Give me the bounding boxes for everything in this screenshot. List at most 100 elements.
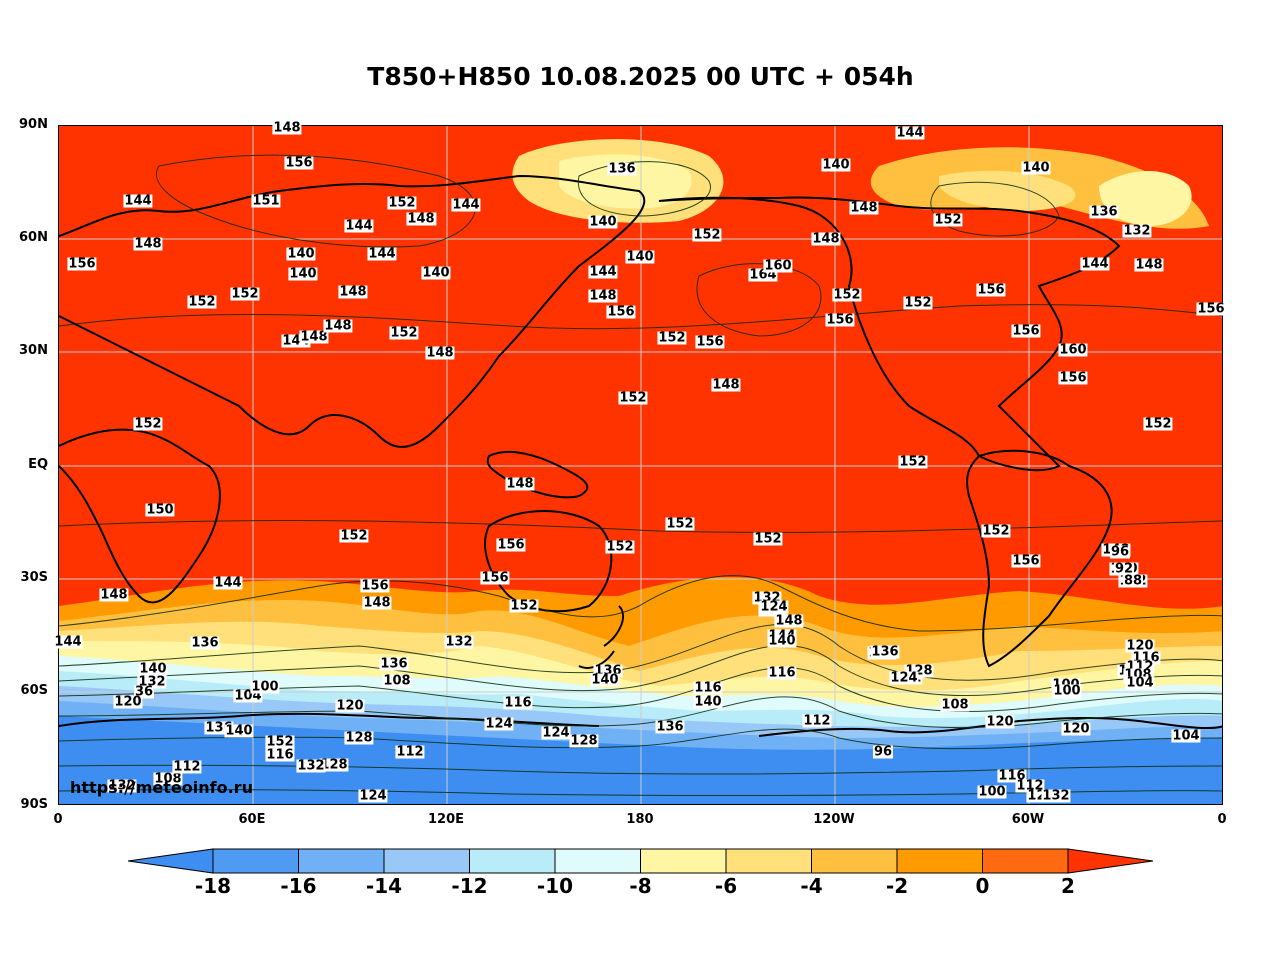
contour-value-label: 152 xyxy=(1143,416,1173,432)
contour-value-label: 148 xyxy=(299,329,329,345)
contour-value-label: 152 xyxy=(981,523,1011,539)
temperature-map xyxy=(58,125,1223,805)
contour-value-label: 96 xyxy=(872,744,894,760)
colorbar-segment xyxy=(298,848,385,874)
contour-value-label: 108 xyxy=(382,673,412,689)
colorbar-segment xyxy=(554,848,641,874)
contour-value-label: 140 xyxy=(821,157,851,173)
contour-value-label: 148 xyxy=(406,211,436,227)
contour-value-label: 156 xyxy=(67,256,97,272)
contour-value-label: 144 xyxy=(344,218,374,234)
contour-value-label: 132 xyxy=(137,674,167,690)
contour-value-label: 148 xyxy=(133,236,163,252)
contours xyxy=(59,154,1222,796)
contour-value-label: 124 xyxy=(889,670,919,686)
contour-value-label: 148 xyxy=(99,587,129,603)
contour-value-label: 132 xyxy=(1041,788,1071,804)
contour-value-label: 132 xyxy=(107,778,137,794)
contour-value-label: 128 xyxy=(319,757,349,773)
contour-value-label: 124 xyxy=(484,716,514,732)
contour-value-label: 156 xyxy=(695,334,725,350)
contour-value-label: 144 xyxy=(53,634,83,650)
contour-value-label: 152 xyxy=(657,330,687,346)
contour-value-label: 156 xyxy=(284,155,314,171)
contour-value-label: 120 xyxy=(335,698,365,714)
contour-value-label: 112 xyxy=(1015,778,1045,794)
contour-value-label: 36 xyxy=(133,684,155,700)
contour-value-label: 128 xyxy=(344,730,374,746)
contour-value-label: 160 xyxy=(763,258,793,274)
colorbar-segment xyxy=(896,848,983,874)
canada-patch-yellow xyxy=(939,170,1076,211)
lon-label-0-right: 0 xyxy=(1217,812,1227,827)
colorbar-segment xyxy=(469,848,556,874)
colorbar-segment xyxy=(725,848,812,874)
contour-value-label: 151 xyxy=(251,193,281,209)
contour-value-label: 148 xyxy=(811,231,841,247)
colorbar-tick-label: -12 xyxy=(451,874,488,898)
contour-value-label: 152 xyxy=(509,598,539,614)
contour-value-label: 116 xyxy=(503,695,533,711)
contour-value-label: 140 xyxy=(767,633,797,649)
contour-value-label: 108 xyxy=(153,771,183,787)
contour-value-label: 140 xyxy=(625,249,655,265)
contour-value-label: 144 xyxy=(1080,256,1110,272)
colorbar-tick-label: -18 xyxy=(194,874,232,898)
contour-value-label: 152 xyxy=(933,212,963,228)
contour-value-label: 156 xyxy=(496,537,526,553)
lon-label-120e: 120E xyxy=(427,812,465,827)
colorbar-segment xyxy=(383,848,470,874)
contour-value-label: 148 xyxy=(323,318,353,334)
contour-value-label: 148 xyxy=(1134,257,1164,273)
contour-value-label: 156 xyxy=(825,312,855,328)
contour-value-label: 132 xyxy=(444,634,474,650)
lat-label-60n: 60N xyxy=(19,230,48,245)
contour-value-label: 152 xyxy=(618,390,648,406)
lon-label-60e: 60E xyxy=(238,812,266,827)
contour-value-label: 156 xyxy=(1011,553,1041,569)
contour-value-label: 148 xyxy=(425,345,455,361)
contour-value-label: 140 xyxy=(138,661,168,677)
lat-label-eq: EQ xyxy=(28,457,48,472)
contour-value-label: 140 xyxy=(288,266,318,282)
contour-value-label: 88 xyxy=(1122,573,1144,589)
contour-value-label: 112 xyxy=(802,713,832,729)
contour-value-label: 148 xyxy=(588,288,618,304)
lat-label-60s: 60S xyxy=(20,683,48,698)
contour-value-label: 150 xyxy=(145,502,175,518)
contour-value-label: 116 xyxy=(693,680,723,696)
contour-value-label: 132 xyxy=(1122,223,1152,239)
contour-value-label: 140 xyxy=(286,246,316,262)
contour-value-label: 136 xyxy=(655,719,685,735)
contour-value-label: 100 xyxy=(250,679,280,695)
contour-value-label: 104 xyxy=(1125,675,1155,691)
contour-value-label: 108 xyxy=(940,697,970,713)
contour-value-label: 128 xyxy=(569,733,599,749)
contour-value-label: 156 xyxy=(480,570,510,586)
colorbar-tick-label: -10 xyxy=(536,874,574,898)
map-field xyxy=(59,126,1222,804)
contour-value-label: 124 xyxy=(759,599,789,615)
contour-value-label: 112 xyxy=(395,744,425,760)
lon-label-60w: 60W xyxy=(1011,812,1045,827)
colorbar-extend-high xyxy=(1067,848,1154,874)
contour-value-label: 104 xyxy=(1171,728,1201,744)
contour-value-label: 144 xyxy=(895,125,925,141)
contour-value-label: 96 xyxy=(1109,544,1131,560)
contour-value-label: 152 xyxy=(898,454,928,470)
lat-label-30s: 30S xyxy=(20,570,48,585)
colorbar-extend-low xyxy=(128,848,214,874)
contour-value-label: 120 xyxy=(113,694,143,710)
arctic-patch-lightyellow xyxy=(559,154,692,209)
source-credit: https://meteoinfo.ru xyxy=(70,778,253,797)
contour-value-label: 140 xyxy=(224,723,254,739)
contour-value-label: 92 xyxy=(1113,561,1135,577)
contour-value-label: 144 xyxy=(451,197,481,213)
contour-value-label: 152 xyxy=(753,531,783,547)
contour-value-label: 148 xyxy=(362,595,392,611)
contour-value-label: 148 xyxy=(711,377,741,393)
contour-value-label: 132 xyxy=(296,758,326,774)
contour-value-label: 140 xyxy=(1021,160,1051,176)
colorbar-tick-label: -4 xyxy=(800,874,823,898)
lat-label-30n: 30N xyxy=(19,343,48,358)
